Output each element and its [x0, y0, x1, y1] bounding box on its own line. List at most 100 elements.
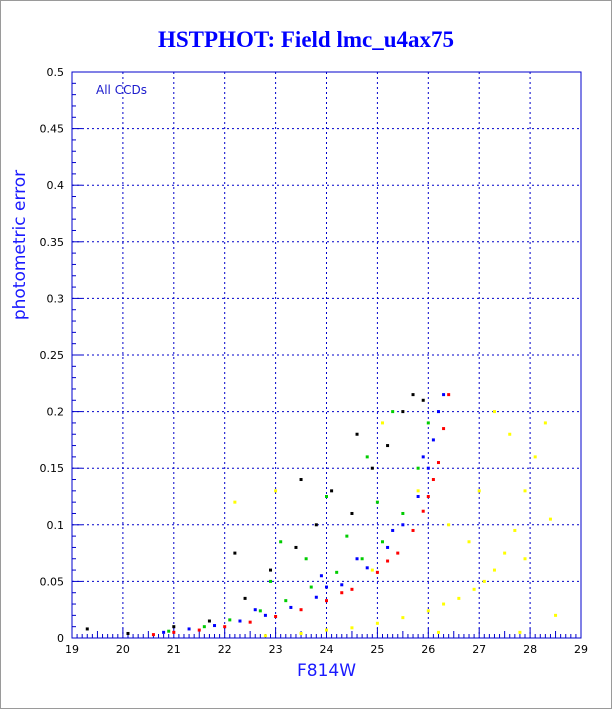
x-tick-label: 22 — [218, 643, 232, 656]
data-point — [345, 534, 349, 538]
data-point — [309, 585, 313, 589]
x-tick-label: 25 — [370, 643, 384, 656]
data-point — [513, 528, 517, 532]
data-point — [355, 557, 359, 561]
data-point — [386, 559, 390, 563]
y-tick-label: 0.15 — [40, 462, 65, 475]
data-point — [172, 630, 176, 634]
data-point — [482, 579, 486, 583]
data-point — [299, 608, 303, 612]
data-point — [284, 599, 288, 603]
data-point — [396, 551, 400, 555]
x-tick-label: 21 — [167, 643, 181, 656]
data-point — [314, 523, 318, 527]
data-point — [431, 478, 435, 482]
data-point — [426, 609, 430, 613]
data-point — [477, 489, 481, 493]
data-point — [421, 455, 425, 459]
data-point — [350, 626, 354, 630]
data-point — [370, 466, 374, 470]
data-point — [223, 625, 227, 629]
data-point — [299, 631, 303, 635]
data-point — [548, 517, 552, 521]
data-point — [213, 624, 217, 628]
data-point — [325, 585, 328, 589]
x-tick-label: 19 — [65, 643, 79, 656]
data-point — [416, 466, 420, 470]
data-point — [325, 628, 328, 632]
data-point — [411, 393, 415, 397]
data-point — [263, 634, 267, 638]
data-point — [197, 628, 201, 632]
data-point — [258, 609, 262, 613]
data-point — [467, 540, 471, 544]
y-tick-label: 0.5 — [47, 66, 65, 79]
data-point — [340, 591, 344, 595]
data-point — [233, 500, 237, 504]
x-tick-label: 26 — [421, 643, 435, 656]
data-point — [360, 557, 364, 561]
data-point — [263, 613, 267, 617]
y-tick-label: 0.05 — [40, 575, 65, 588]
data-point — [228, 618, 232, 622]
data-point — [447, 393, 451, 397]
data-point — [386, 545, 390, 549]
data-point — [314, 595, 318, 599]
axis-ticks: 19 20 21 22 23 24 25 26 27 28 29 0 0.05 0.1 0.15 0.2 0.2… — [40, 66, 589, 656]
y-tick-label: 0.2 — [47, 406, 65, 419]
y-tick-label: 0.25 — [40, 349, 65, 362]
data-point — [162, 630, 166, 634]
data-point — [421, 398, 425, 402]
data-point — [416, 489, 420, 493]
data-point — [492, 410, 496, 414]
data-points — [85, 393, 558, 638]
data-point — [350, 587, 354, 591]
data-point — [523, 489, 527, 493]
data-point — [325, 599, 328, 603]
chart-title: HSTPHOT: Field lmc_u4ax75 — [157, 27, 455, 52]
x-tick-label: 20 — [116, 643, 130, 656]
data-point — [457, 596, 461, 600]
data-point — [391, 528, 395, 532]
y-tick-label: 0 — [57, 632, 64, 645]
data-point — [442, 602, 446, 606]
data-point — [447, 523, 451, 527]
data-point — [554, 613, 558, 617]
data-point — [279, 540, 283, 544]
data-point — [269, 579, 273, 583]
data-point — [202, 625, 206, 629]
x-tick-label: 28 — [523, 643, 537, 656]
data-point — [401, 616, 405, 620]
data-point — [167, 629, 171, 633]
data-point — [426, 466, 430, 470]
data-point — [401, 523, 405, 527]
x-tick-label: 27 — [472, 643, 486, 656]
data-point — [365, 455, 369, 459]
data-point — [335, 570, 339, 574]
data-point — [340, 583, 344, 587]
data-point — [289, 605, 293, 609]
data-point — [401, 410, 405, 414]
data-point — [442, 427, 446, 431]
data-point — [243, 596, 247, 600]
data-point — [503, 551, 507, 555]
x-axis-label: F814W — [297, 661, 356, 681]
data-point — [294, 545, 298, 549]
y-tick-label: 0.45 — [40, 123, 65, 136]
data-point — [533, 455, 537, 459]
data-point — [375, 500, 379, 504]
data-point — [518, 630, 522, 634]
data-point — [85, 627, 89, 631]
y-tick-label: 0.4 — [47, 179, 65, 192]
x-tick-label: 29 — [574, 643, 588, 656]
data-point — [274, 489, 278, 493]
data-point — [330, 489, 334, 493]
data-point — [411, 528, 415, 532]
y-axis-label: photometric error — [10, 170, 30, 320]
data-point — [426, 495, 430, 498]
data-point — [380, 421, 384, 425]
data-point — [355, 432, 359, 436]
data-point — [350, 511, 354, 515]
data-point — [370, 568, 374, 572]
